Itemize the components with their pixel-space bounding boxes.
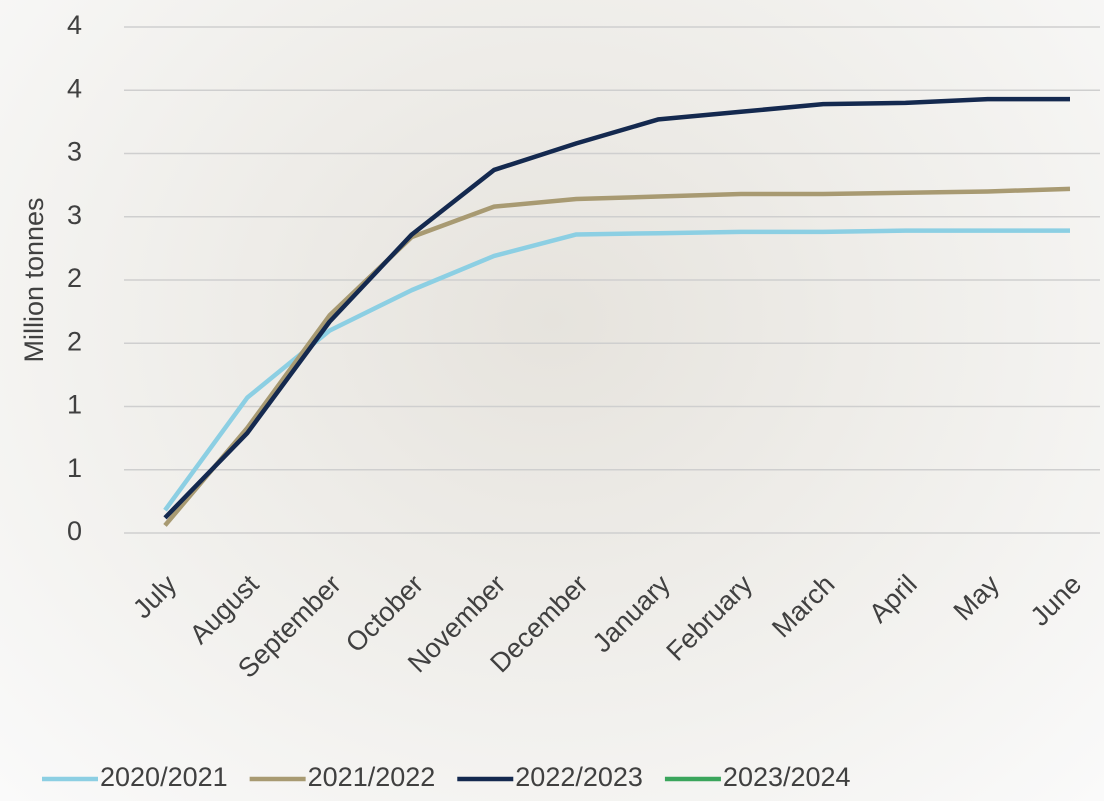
x-tick-label: February <box>661 569 759 667</box>
y-tick-label: 4 <box>67 73 82 103</box>
y-tick-label: 3 <box>67 200 82 230</box>
series-line <box>163 96 1070 520</box>
x-tick-label: May <box>948 569 1006 627</box>
x-tick-label: June <box>1025 569 1088 632</box>
series-line <box>163 228 1070 512</box>
x-tick-label: July <box>127 569 183 625</box>
x-tick-label: April <box>863 569 922 628</box>
y-tick-label: 1 <box>67 390 82 420</box>
legend-label: 2022/2023 <box>515 762 643 792</box>
x-tick-label: March <box>766 569 840 643</box>
legend-label: 2020/2021 <box>100 762 228 792</box>
y-tick-label: 3 <box>67 137 82 167</box>
legend-label: 2023/2024 <box>723 762 851 792</box>
legend-label: 2021/2022 <box>308 762 436 792</box>
y-tick-label: 2 <box>67 263 82 293</box>
y-tick-label: 1 <box>67 453 82 483</box>
y-tick-label: 2 <box>67 326 82 356</box>
x-tick-label: August <box>184 569 265 650</box>
y-tick-label: 0 <box>67 516 82 546</box>
series-line <box>163 186 1071 527</box>
y-tick-label: 4 <box>67 10 82 40</box>
y-axis-label: Million tonnes <box>19 197 49 362</box>
